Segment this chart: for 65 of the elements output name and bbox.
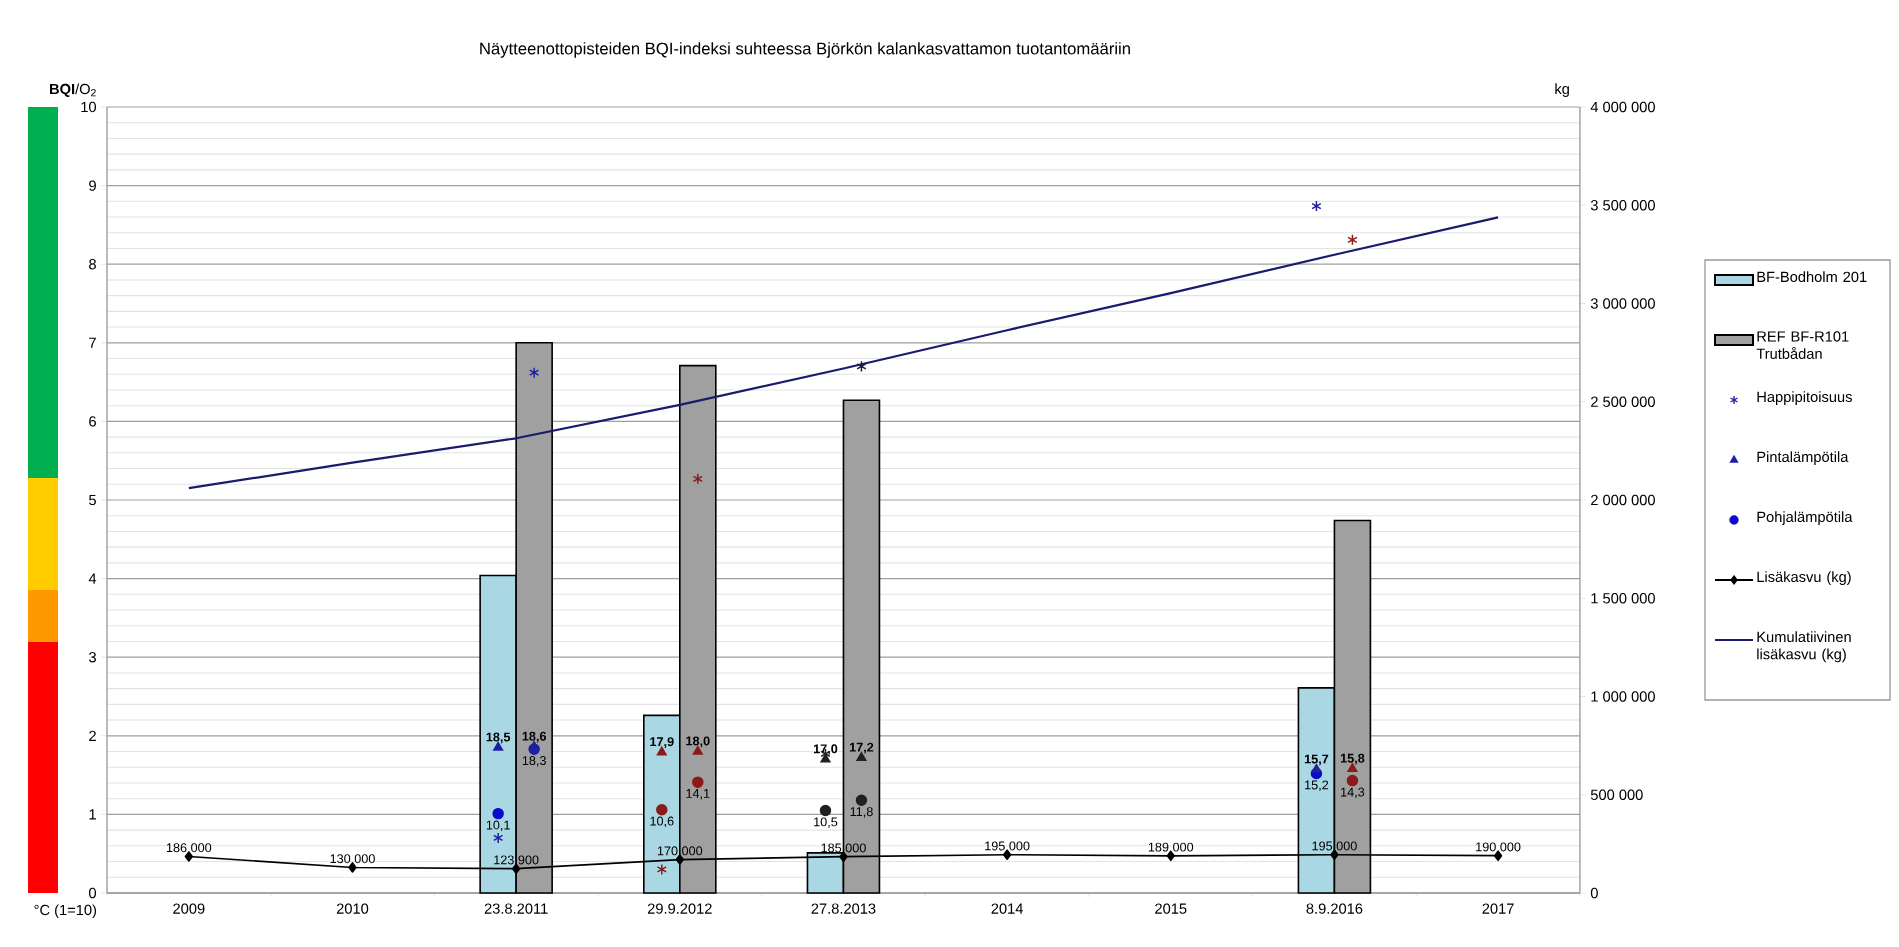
x-tick-label: 2009 bbox=[173, 903, 205, 914]
x-axis-title: °C (1=10) bbox=[34, 904, 97, 919]
data-label: 195 000 bbox=[1312, 841, 1357, 851]
legend-label: Kumulatiivinen lisäkasvu (kg) bbox=[1757, 631, 1851, 663]
y-axis-title: BQI/O$_{2}$ bbox=[50, 83, 96, 97]
y2-tick-label: 1 500 000 bbox=[1591, 593, 1655, 604]
x-tick-label: 23.8.2011 bbox=[484, 903, 548, 914]
y2-tick-label: 4 000 000 bbox=[1590, 101, 1655, 113]
x-tick-label: 2014 bbox=[991, 903, 1023, 914]
y-tick-label: 8 bbox=[89, 259, 96, 270]
annotation: 18,5 bbox=[486, 732, 511, 744]
data-label: 189 000 bbox=[1148, 842, 1194, 852]
annotation: 15,8 bbox=[1340, 753, 1365, 765]
y-tick-label: 3 bbox=[89, 652, 96, 663]
legend-label: Happipitoisuus bbox=[1757, 391, 1852, 405]
x-tick-label: 2010 bbox=[336, 903, 369, 914]
annotation: 10,1 bbox=[486, 820, 510, 832]
legend-label: Lisäkasvu (kg) bbox=[1757, 571, 1851, 585]
y-tick-label: 5 bbox=[89, 494, 96, 506]
data-label: 190 000 bbox=[1476, 842, 1521, 852]
annotation: 17,0 bbox=[813, 744, 838, 756]
y2-tick-label: 0 bbox=[1590, 887, 1598, 899]
annotation: 17,2 bbox=[849, 742, 874, 754]
x-tick-label: 29.9.2012 bbox=[647, 903, 712, 914]
annotation: 14,3 bbox=[1341, 787, 1365, 799]
x-tick-label: 27.8.2013 bbox=[811, 903, 876, 914]
y-tick-label: 6 bbox=[89, 416, 96, 427]
annotation: 10,5 bbox=[814, 817, 838, 828]
y2-axis-title: kg bbox=[1555, 83, 1569, 97]
annotation: 10,6 bbox=[650, 816, 674, 828]
data-label: 185 000 bbox=[821, 843, 866, 853]
y2-tick-label: 2 500 000 bbox=[1591, 396, 1655, 407]
y2-tick-label: 2 000 000 bbox=[1591, 494, 1655, 506]
legend-label: Pintalämpötila bbox=[1757, 451, 1849, 465]
legend-label: Pohjalämpötila bbox=[1757, 511, 1853, 525]
data-label: 130 000 bbox=[330, 854, 375, 864]
data-label: 170 000 bbox=[657, 846, 703, 856]
y2-tick-label: 1 000 000 bbox=[1591, 691, 1655, 702]
legend-label: REF BF-R101 Trutbådan bbox=[1756, 331, 1849, 359]
data-label: 123 900 bbox=[494, 855, 539, 865]
annotation: 17,9 bbox=[650, 737, 674, 749]
x-tick-label: 2017 bbox=[1482, 903, 1514, 914]
y-tick-label: 0 bbox=[89, 887, 97, 899]
legend-label: BF-Bodholm 201 bbox=[1757, 271, 1867, 283]
annotation: 11,8 bbox=[850, 807, 873, 818]
y-tick-label: 7 bbox=[89, 337, 96, 348]
y2-tick-label: 500 000 bbox=[1590, 789, 1643, 800]
y-tick-label: 9 bbox=[89, 180, 96, 191]
data-label: 195 000 bbox=[985, 841, 1030, 851]
y2-tick-label: 3 500 000 bbox=[1590, 200, 1655, 211]
annotation: 14,1 bbox=[686, 789, 710, 800]
annotation: 18,3 bbox=[522, 756, 546, 767]
y-tick-label: 4 bbox=[88, 573, 97, 584]
y-tick-label: 1 bbox=[89, 809, 96, 820]
chart-title: Näytteenottopisteiden BQI-indeksi suhteessa Björkön kalankasvattamon tuotantomääriin bbox=[480, 42, 1130, 58]
annotation: 18,6 bbox=[522, 731, 547, 743]
y-tick-label: 10 bbox=[81, 101, 97, 113]
data-label: 186 000 bbox=[166, 843, 212, 853]
y2-tick-label: 3 000 000 bbox=[1590, 298, 1655, 309]
annotation: 15,2 bbox=[1305, 780, 1329, 791]
y-tick-label: 2 bbox=[89, 730, 96, 741]
x-tick-label: 2015 bbox=[1155, 903, 1187, 914]
annotation: 18,0 bbox=[686, 736, 710, 748]
annotation: 15,7 bbox=[1304, 754, 1329, 766]
x-tick-label: 8.9.2016 bbox=[1306, 903, 1363, 914]
